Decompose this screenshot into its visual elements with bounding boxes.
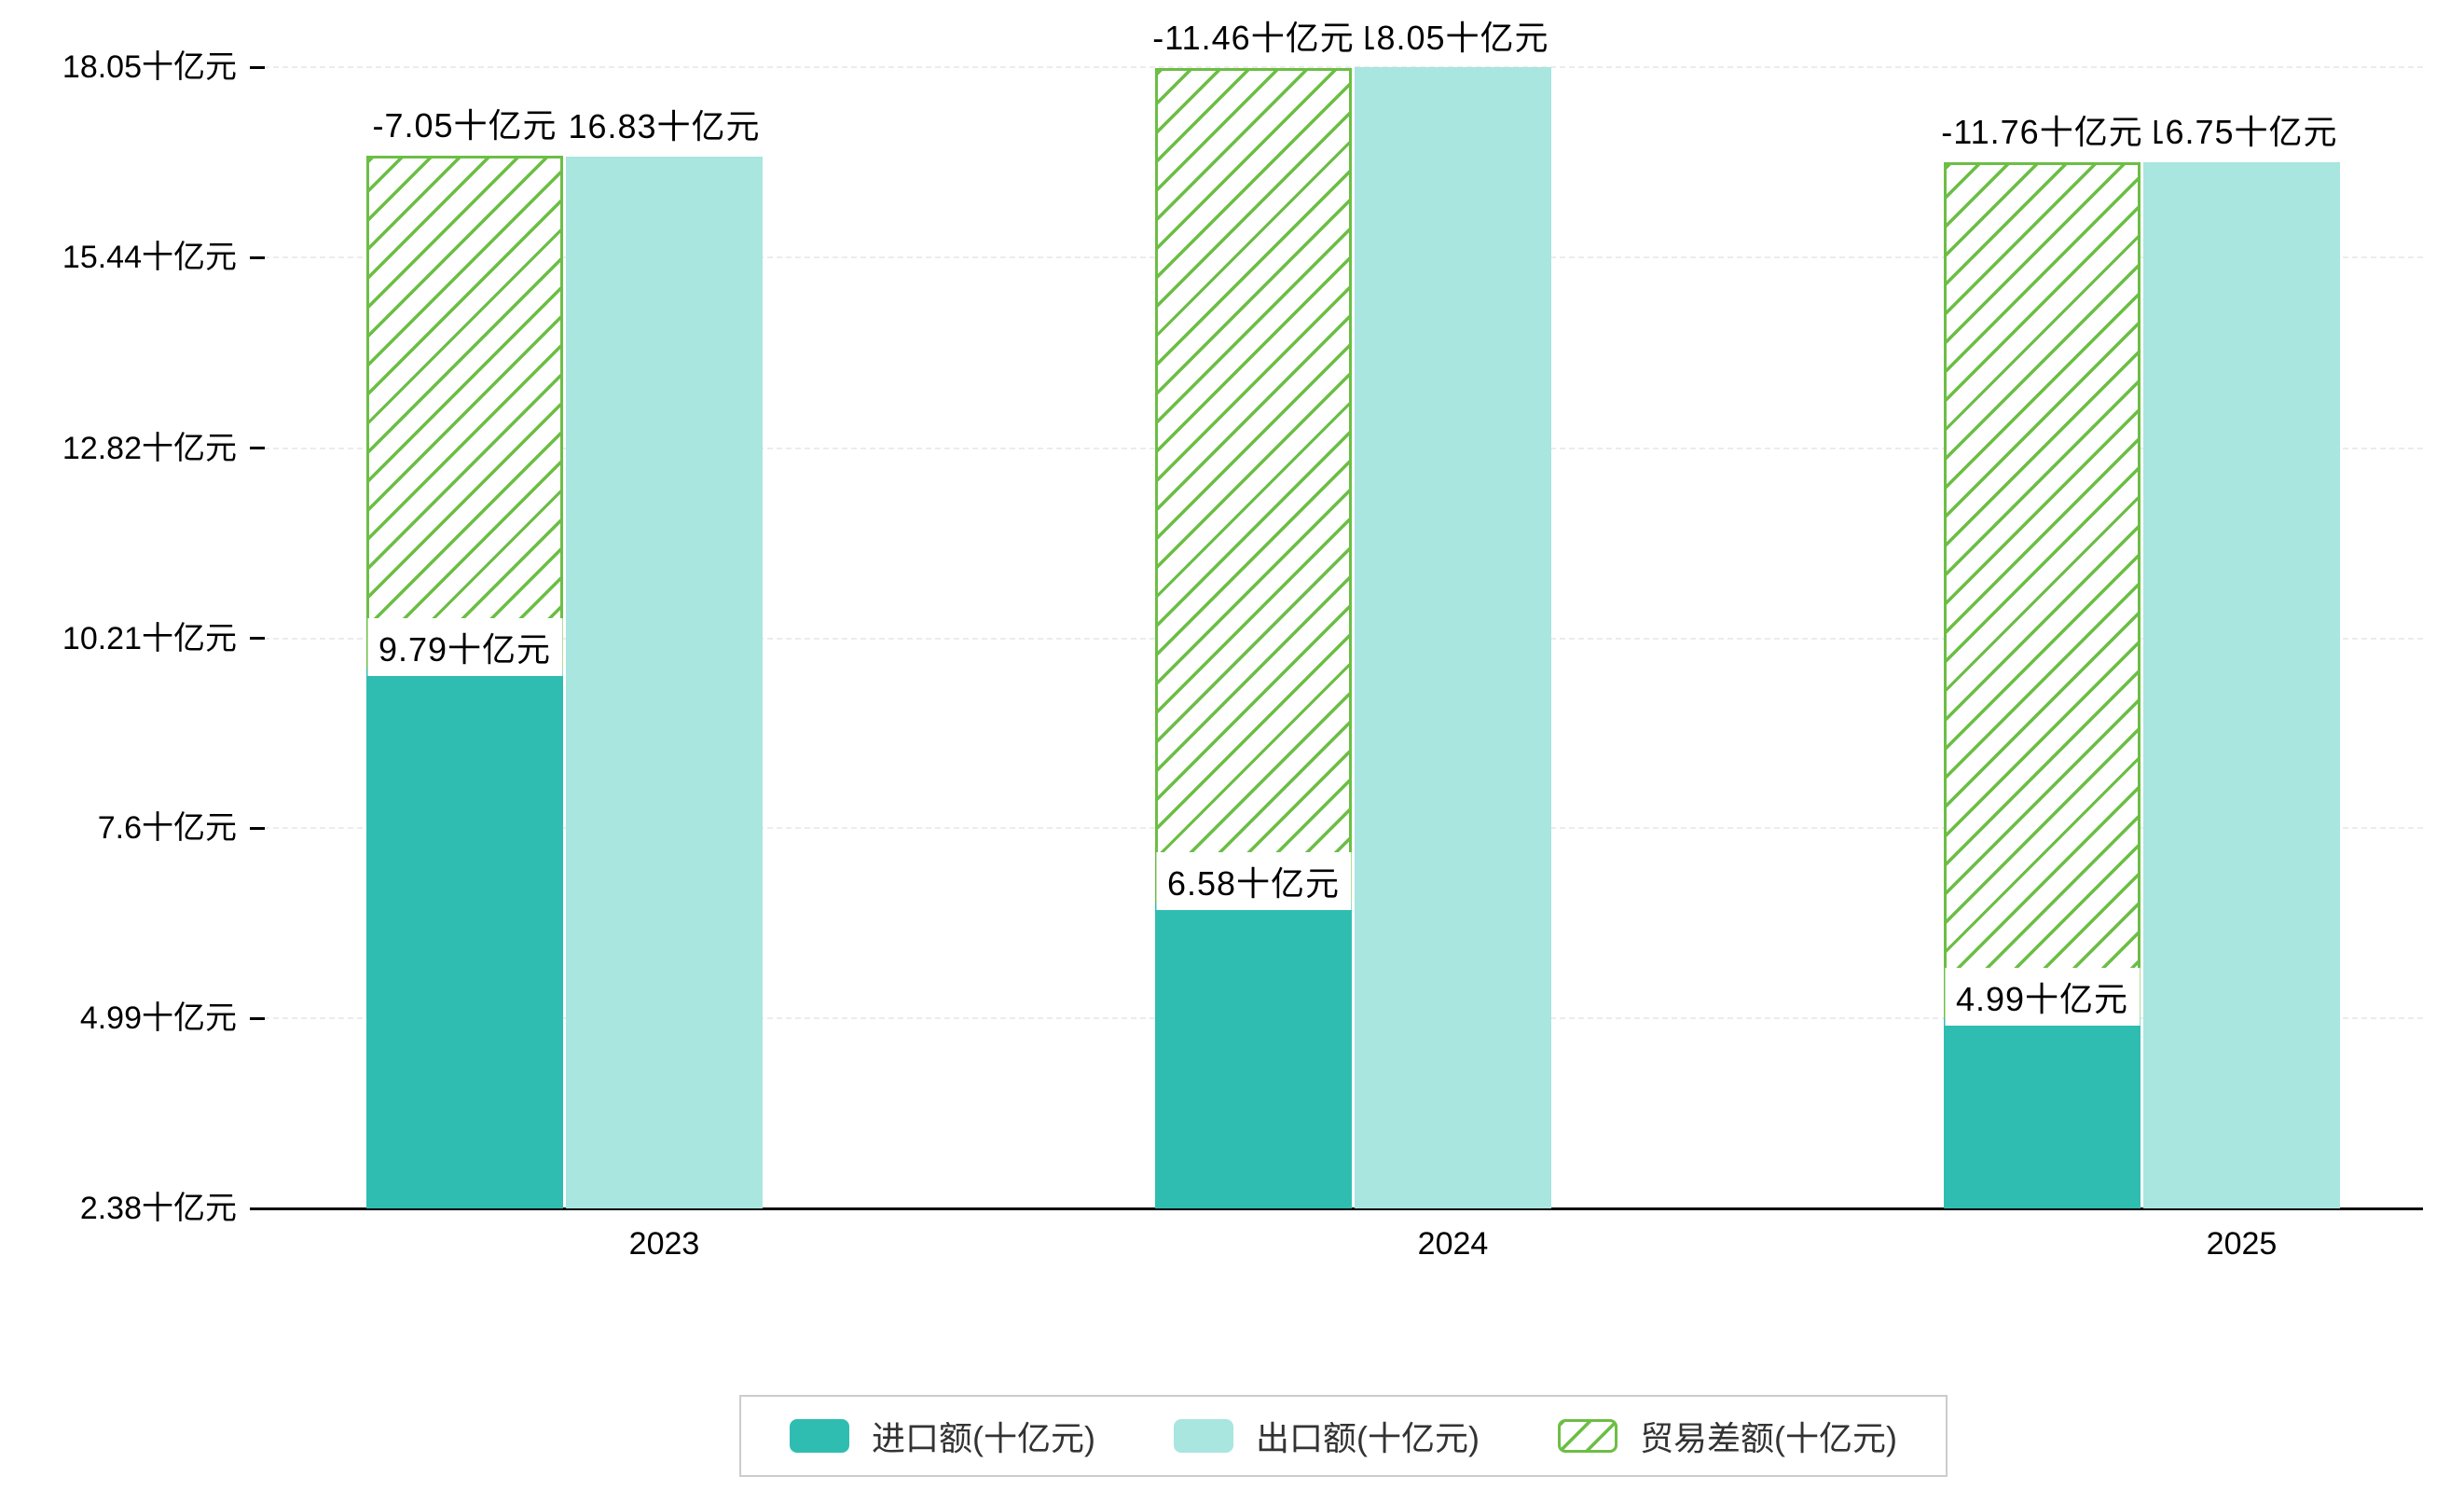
bar-import-2024[interactable] xyxy=(1155,903,1352,1208)
label-export-2024: 18.05十亿元 xyxy=(1345,6,1561,64)
legend-swatch-balance-icon xyxy=(1557,1419,1617,1453)
y-axis-label: 2.38十亿元 xyxy=(79,1191,237,1226)
label-balance-2025: -11.76十亿元 xyxy=(1930,101,2154,159)
bar-export-2025[interactable] xyxy=(2143,161,2340,1208)
label-balance-2023: -7.05十亿元 xyxy=(361,93,569,152)
legend: 进口额(十亿元) 出口额(十亿元) 贸易差额(十亿元) xyxy=(739,1395,1948,1477)
y-axis-label: 10.21十亿元 xyxy=(62,620,237,656)
y-axis-label: 12.82十亿元 xyxy=(62,430,237,466)
x-axis-label-2024: 2024 xyxy=(1417,1226,1489,1262)
legend-swatch-export-icon xyxy=(1174,1419,1234,1453)
y-axis-tick xyxy=(250,1207,265,1210)
legend-item-balance[interactable]: 贸易差额(十亿元) xyxy=(1557,1412,1897,1460)
y-axis-label: 18.05十亿元 xyxy=(62,49,237,86)
legend-item-export[interactable]: 出口额(十亿元) xyxy=(1174,1412,1480,1460)
bar-balance-2024[interactable] xyxy=(1155,68,1352,904)
y-axis-tick xyxy=(250,447,265,450)
bar-export-2024[interactable] xyxy=(1355,67,1551,1208)
bar-balance-2025[interactable] xyxy=(1944,161,2141,1019)
bar-balance-2023[interactable] xyxy=(366,155,563,669)
y-axis-tick xyxy=(250,255,265,259)
label-import-2025: 4.99十亿元 xyxy=(1944,968,2141,1027)
bar-export-2023[interactable] xyxy=(566,156,763,1208)
label-export-2023: 16.83十亿元 xyxy=(557,94,772,153)
bar-import-2023[interactable] xyxy=(366,669,563,1208)
label-import-2023: 9.79十亿元 xyxy=(366,618,563,677)
legend-label-balance: 贸易差额(十亿元) xyxy=(1639,1419,1897,1457)
y-axis-tick xyxy=(250,826,265,830)
legend-label-import: 进口额(十亿元) xyxy=(872,1419,1096,1457)
x-axis-label-2025: 2025 xyxy=(2206,1226,2278,1262)
x-axis-line xyxy=(264,1207,2423,1210)
bar-import-2025[interactable] xyxy=(1944,1018,2141,1208)
label-import-2024: 6.58十亿元 xyxy=(1155,852,1352,911)
label-export-2025: 16.75十亿元 xyxy=(2134,101,2349,159)
legend-item-import[interactable]: 进口额(十亿元) xyxy=(790,1412,1095,1460)
y-axis-label: 15.44十亿元 xyxy=(62,240,237,276)
y-axis-tick xyxy=(250,637,265,641)
y-axis-label: 4.99十亿元 xyxy=(79,1000,237,1037)
legend-swatch-import-icon xyxy=(790,1419,850,1453)
x-axis-label-2023: 2023 xyxy=(628,1226,700,1262)
y-axis-tick xyxy=(250,1016,265,1020)
y-axis-label: 7.6十亿元 xyxy=(97,810,237,847)
legend-label-export: 出口额(十亿元) xyxy=(1256,1419,1480,1457)
label-balance-2024: -11.46十亿元 xyxy=(1141,7,1366,65)
y-axis-tick xyxy=(250,65,265,69)
gridline xyxy=(264,66,2423,69)
